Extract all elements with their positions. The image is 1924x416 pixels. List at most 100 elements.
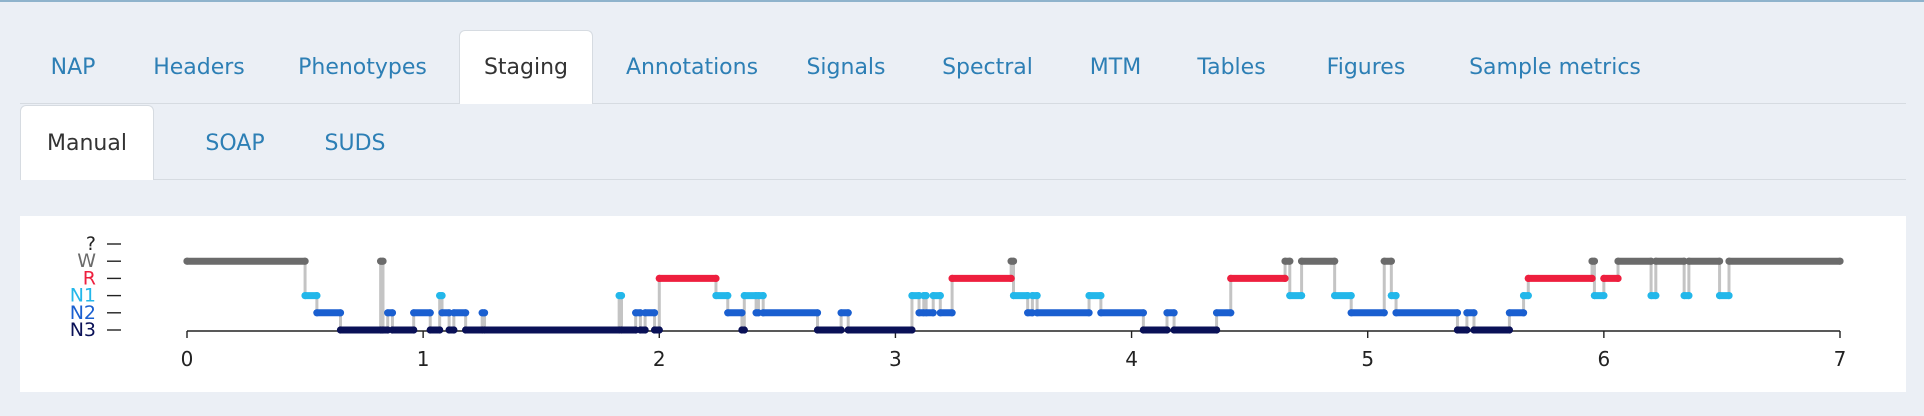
stage-point-n1: [1009, 292, 1018, 300]
x-tick-label: 4: [1125, 347, 1138, 371]
sub-tab-bar: Manual SOAP SUDS: [20, 105, 1906, 180]
tab-annotations[interactable]: Annotations: [625, 55, 759, 80]
x-tick-label: 6: [1597, 347, 1610, 371]
stage-point-r: [1227, 274, 1235, 282]
stage-point-w: [379, 257, 387, 265]
stage-point-n1: [1097, 292, 1105, 300]
stage-point-n2: [410, 309, 418, 317]
stage-point-n2: [1097, 309, 1105, 317]
stage-point-r: [1007, 274, 1015, 282]
stage-point-n3: [1453, 326, 1462, 334]
stage-point-n2: [641, 309, 649, 317]
stage-point-n2: [336, 309, 345, 317]
stage-point-n1: [740, 292, 748, 300]
stage-point-n3: [336, 326, 345, 334]
y-tick-label-n1: N1: [70, 285, 96, 307]
stage-point-r: [1588, 274, 1596, 282]
stage-point-n1: [1331, 292, 1339, 300]
stage-point-n2: [1139, 309, 1147, 317]
stage-point-n2: [1453, 309, 1462, 317]
tab-phenotypes[interactable]: Phenotypes: [298, 55, 427, 80]
y-tick-label-unknown: ?: [86, 233, 96, 255]
stage-point-n3: [1463, 326, 1471, 334]
stage-point-n3: [1170, 326, 1178, 334]
stage-point-w: [1614, 257, 1622, 265]
stage-point-n3: [813, 326, 822, 334]
tab-mtm[interactable]: MTM: [1089, 55, 1142, 80]
stage-point-n2: [1347, 309, 1355, 317]
stage-point-n2: [948, 309, 956, 317]
tab-nap[interactable]: NAP: [50, 55, 96, 80]
tab-staging[interactable]: Staging: [459, 30, 593, 104]
stage-point-n2: [1227, 309, 1235, 317]
tab-sample-metrics[interactable]: Sample metrics: [1469, 55, 1641, 80]
stage-point-n1: [1725, 292, 1733, 300]
stage-point-n1: [1524, 292, 1532, 300]
stage-point-n1: [1347, 292, 1355, 300]
stage-point-n3: [480, 326, 489, 334]
stage-point-n2: [1033, 309, 1041, 317]
stage-point-r: [712, 274, 720, 282]
stage-point-n2: [813, 309, 822, 317]
stage-point-n2: [1170, 309, 1178, 317]
stage-point-w: [1380, 257, 1388, 265]
tab-spectral[interactable]: Spectral: [942, 55, 1033, 80]
stage-point-n3: [450, 326, 458, 334]
y-tick-label-n2: N2: [70, 302, 96, 324]
stage-point-r: [1524, 274, 1532, 282]
main-tab-bar: NAP Headers Phenotypes Staging Annotatio…: [20, 30, 1906, 104]
tab-tables[interactable]: Tables: [1197, 55, 1266, 80]
x-tick-label: 0: [181, 347, 194, 371]
stage-point-n1: [313, 292, 321, 300]
stage-point-n3: [844, 326, 852, 334]
stage-point-n2: [480, 309, 489, 317]
stage-point-n1: [929, 292, 937, 300]
stage-point-n2: [738, 309, 746, 317]
stage-point-w: [1009, 257, 1018, 265]
stage-point-n2: [388, 309, 397, 317]
subtab-suds[interactable]: SUDS: [324, 130, 386, 156]
tab-headers[interactable]: Headers: [153, 55, 245, 80]
stage-point-n3: [655, 326, 663, 334]
stage-point-n1: [617, 292, 626, 300]
stage-point-n2: [1519, 309, 1528, 317]
stage-point-w: [1836, 257, 1844, 265]
tab-figures[interactable]: Figures: [1326, 55, 1406, 80]
stage-point-n3: [908, 326, 916, 334]
stage-point-n1: [1652, 292, 1660, 300]
stage-point-n3: [410, 326, 418, 334]
stage-point-n1: [1600, 292, 1608, 300]
stage-point-n2: [313, 309, 321, 317]
stage-point-n3: [436, 326, 444, 334]
stage-point-n3: [1505, 326, 1513, 334]
stage-point-n2: [1505, 309, 1513, 317]
stage-point-w: [1590, 257, 1599, 265]
y-tick-label-w: W: [77, 250, 96, 272]
stage-point-w: [1286, 257, 1294, 265]
stage-point-r: [1281, 274, 1289, 282]
stage-point-w: [301, 257, 309, 265]
subtab-manual[interactable]: Manual: [20, 105, 154, 180]
x-tick-label: 7: [1834, 347, 1847, 371]
stage-point-w: [1297, 257, 1306, 265]
stage-point-n2: [1212, 309, 1221, 317]
x-tick-label: 3: [889, 347, 902, 371]
stage-point-n2: [929, 309, 937, 317]
stage-point-w: [1387, 257, 1395, 265]
stage-point-w: [183, 257, 191, 265]
stage-point-n1: [438, 292, 446, 300]
x-tick-label: 1: [417, 347, 430, 371]
subtab-soap[interactable]: SOAP: [205, 130, 265, 156]
y-tick-label-r: R: [83, 267, 96, 289]
stage-point-n2: [1163, 309, 1171, 317]
tab-signals[interactable]: Signals: [806, 55, 886, 80]
stage-point-n1: [759, 292, 767, 300]
stage-point-w: [1725, 257, 1733, 265]
stage-point-n2: [426, 309, 434, 317]
stage-point-w: [1652, 257, 1660, 265]
stage-point-n2: [844, 309, 852, 317]
stage-point-w: [1685, 257, 1693, 265]
stage-point-n1: [922, 292, 930, 300]
stage-point-n3: [617, 326, 626, 334]
stage-point-n2: [837, 309, 845, 317]
